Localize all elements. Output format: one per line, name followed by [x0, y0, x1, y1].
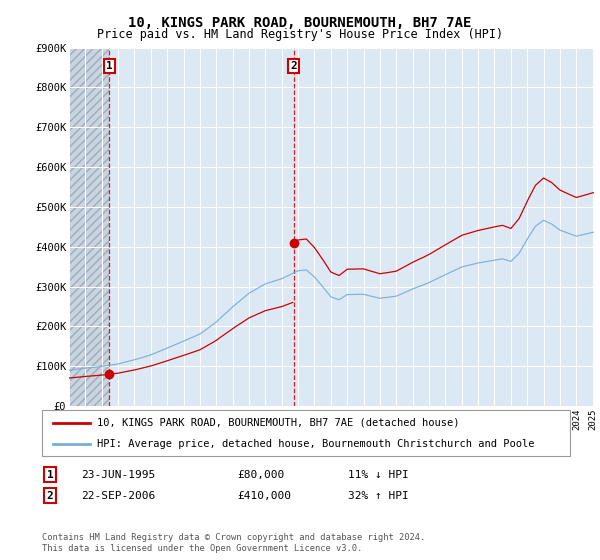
- Text: 32% ↑ HPI: 32% ↑ HPI: [348, 491, 409, 501]
- Text: Contains HM Land Registry data © Crown copyright and database right 2024.
This d: Contains HM Land Registry data © Crown c…: [42, 533, 425, 553]
- Text: 2: 2: [47, 491, 53, 501]
- Text: 10, KINGS PARK ROAD, BOURNEMOUTH, BH7 7AE (detached house): 10, KINGS PARK ROAD, BOURNEMOUTH, BH7 7A…: [97, 418, 460, 428]
- Text: £410,000: £410,000: [238, 491, 292, 501]
- Text: HPI: Average price, detached house, Bournemouth Christchurch and Poole: HPI: Average price, detached house, Bour…: [97, 439, 535, 449]
- Text: 22-SEP-2006: 22-SEP-2006: [82, 491, 156, 501]
- Text: 2: 2: [290, 60, 297, 71]
- Text: 10, KINGS PARK ROAD, BOURNEMOUTH, BH7 7AE: 10, KINGS PARK ROAD, BOURNEMOUTH, BH7 7A…: [128, 16, 472, 30]
- Text: Price paid vs. HM Land Registry's House Price Index (HPI): Price paid vs. HM Land Registry's House …: [97, 28, 503, 41]
- Bar: [69, 48, 109, 406]
- Text: £80,000: £80,000: [238, 470, 284, 479]
- FancyBboxPatch shape: [42, 410, 570, 456]
- Text: 11% ↓ HPI: 11% ↓ HPI: [348, 470, 409, 479]
- Text: 1: 1: [47, 470, 53, 479]
- Text: 23-JUN-1995: 23-JUN-1995: [82, 470, 156, 479]
- Text: 1: 1: [106, 60, 113, 71]
